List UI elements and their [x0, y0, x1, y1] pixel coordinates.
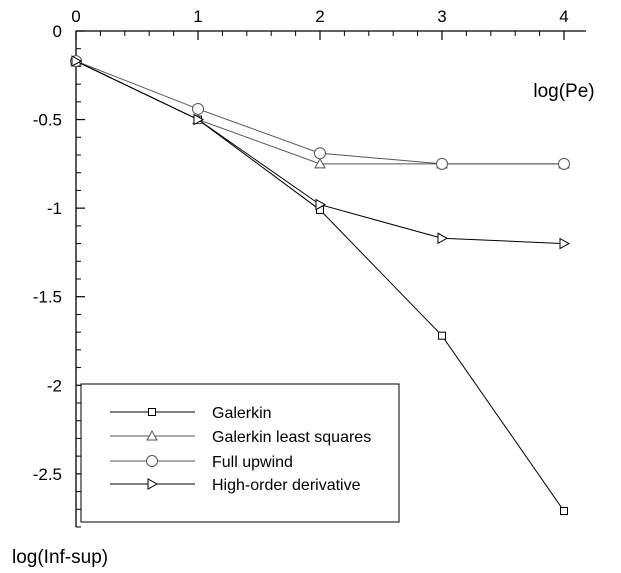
- series-high-order-derivative: [71, 55, 571, 250]
- y-tick-label: -0.5: [33, 111, 62, 130]
- data-point-triangle-right: [315, 198, 327, 211]
- data-point-triangle-right: [437, 232, 449, 245]
- data-point-triangle-right: [71, 55, 83, 67]
- legend-label: Galerkin: [212, 405, 272, 422]
- legend-label: Full upwind: [212, 454, 293, 471]
- data-point-circle: [436, 157, 448, 170]
- data-point-square: [148, 408, 156, 416]
- axes: 0 1 2 3 4 0 -0.5 -1 -1.5 -2 -2.5: [33, 7, 586, 528]
- series-full-upwind: [70, 55, 570, 170]
- data-point-square: [438, 331, 446, 340]
- y-tick-label: 0: [53, 22, 62, 41]
- y-tick-label: -1.5: [33, 288, 62, 307]
- data-point-circle: [146, 455, 158, 467]
- x-tick-label: 2: [315, 7, 324, 26]
- legend-box: [80, 383, 400, 523]
- data-point-circle: [558, 157, 570, 170]
- legend-label: High-order derivative: [212, 477, 361, 494]
- x-tick-label: 4: [559, 7, 568, 26]
- data-point-square: [560, 507, 568, 516]
- x-tick-label: 3: [437, 7, 446, 26]
- legend-label: Galerkin least squares: [212, 429, 371, 446]
- x-axis-label: log(Pe): [533, 81, 594, 102]
- x-tick-label: 0: [71, 7, 80, 26]
- data-point-triangle-up: [314, 157, 326, 169]
- y-axis-label: log(Inf-sup): [12, 547, 108, 568]
- legend: Galerkin Galerkin least squares Full upwin…: [80, 383, 400, 523]
- data-point-circle: [314, 147, 326, 160]
- data-point-triangle-right: [193, 113, 205, 126]
- data-point-triangle-right: [147, 478, 159, 490]
- data-point-circle: [192, 102, 204, 115]
- data-point-triangle-right: [559, 237, 571, 250]
- y-tick-label: -1: [47, 199, 62, 218]
- series-layer: [70, 55, 571, 516]
- y-tick-label: -2: [47, 376, 62, 395]
- x-tick-label: 1: [193, 7, 202, 26]
- data-point-triangle-up: [146, 429, 158, 441]
- y-tick-label: -2.5: [33, 465, 62, 484]
